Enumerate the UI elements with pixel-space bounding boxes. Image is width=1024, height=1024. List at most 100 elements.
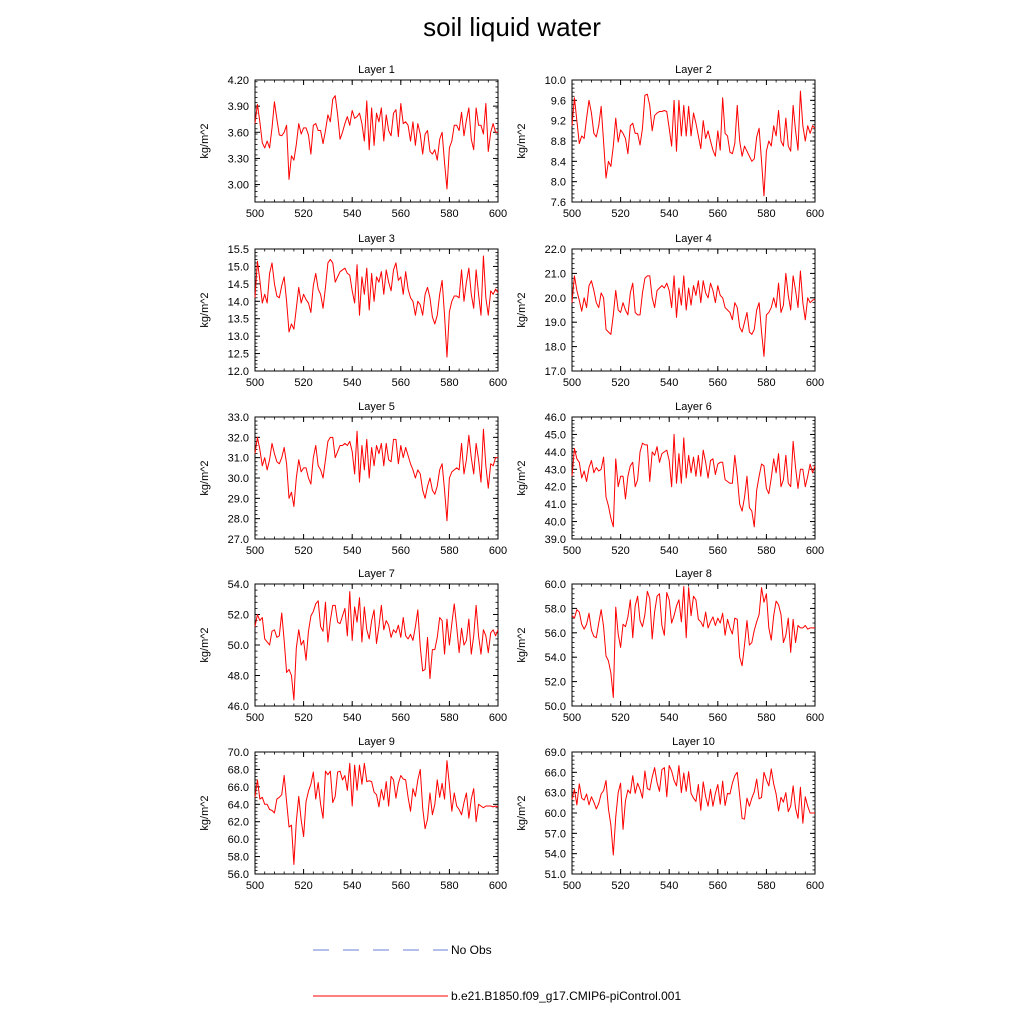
y-tick-label: 43.0	[545, 464, 566, 476]
y-tick-label: 41.0	[545, 499, 566, 511]
x-tick-label: 580	[757, 208, 775, 220]
series-line-model	[254, 255, 499, 358]
y-axis-label: kg/m^2	[199, 460, 211, 495]
plot-frame	[254, 79, 499, 203]
y-tick-label: 44.0	[545, 447, 566, 459]
x-tick-label: 500	[563, 545, 581, 557]
y-tick-label: 17.0	[545, 366, 566, 378]
y-axis-label: kg/m^2	[516, 460, 528, 495]
y-tick-label: 29.0	[228, 493, 249, 505]
x-tick-label: 500	[563, 377, 581, 389]
y-tick-label: 13.5	[228, 314, 249, 326]
x-tick-label: 560	[392, 545, 410, 557]
y-tick-label: 66.0	[545, 767, 566, 779]
y-tick-label: 42.0	[545, 482, 566, 494]
y-tick-label: 56.0	[545, 628, 566, 640]
series-line-model	[254, 95, 498, 190]
y-tick-label: 13.0	[228, 331, 249, 343]
x-tick-label: 500	[563, 880, 581, 892]
x-tick-label: 540	[343, 208, 361, 220]
y-tick-label: 63.0	[545, 788, 566, 800]
x-tick-label: 560	[709, 377, 727, 389]
y-tick-label: 57.0	[545, 828, 566, 840]
x-tick-label: 600	[806, 712, 824, 724]
y-tick-label: 58.0	[228, 852, 249, 864]
y-tick-label: 20.0	[545, 293, 566, 305]
y-tick-label: 58.0	[545, 603, 566, 615]
x-tick-label: 540	[660, 545, 678, 557]
x-tick-label: 500	[246, 208, 264, 220]
y-tick-label: 50.0	[228, 640, 249, 652]
y-tick-label: 48.0	[228, 671, 249, 683]
x-tick-label: 600	[489, 880, 507, 892]
y-tick-label: 33.0	[228, 412, 249, 424]
panel-title: Layer 9	[358, 736, 395, 748]
y-tick-label: 4.20	[228, 75, 249, 87]
panel-title: Layer 6	[675, 401, 712, 413]
panel-title: Layer 8	[675, 568, 712, 580]
y-tick-label: 10.0	[545, 75, 566, 87]
layer-panel: Layer 3 500 520 540 560 580 600 12.0 12.5 13.0 13.…	[199, 233, 507, 389]
y-axis-label: kg/m^2	[199, 795, 211, 830]
y-tick-label: 56.0	[228, 869, 249, 881]
y-tick-label: 3.60	[228, 127, 249, 139]
x-tick-label: 560	[709, 545, 727, 557]
plot-frame	[254, 583, 499, 707]
plot-frame	[571, 79, 816, 203]
y-tick-label: 45.0	[545, 429, 566, 441]
y-tick-label: 3.90	[228, 101, 249, 113]
x-tick-label: 540	[660, 880, 678, 892]
layer-panel: Layer 1 500 520 540 560 580 600 3.00 3.30 3.60 3.9…	[199, 64, 507, 220]
layer-panel: Layer 7 500 520 540 560 580 600 46.0 48.0 50.0 52.…	[199, 568, 507, 724]
x-tick-label: 540	[343, 377, 361, 389]
x-tick-label: 540	[343, 712, 361, 724]
x-tick-label: 520	[294, 880, 312, 892]
y-tick-label: 46.0	[545, 412, 566, 424]
x-tick-label: 540	[660, 208, 678, 220]
x-tick-label: 580	[440, 208, 458, 220]
x-tick-label: 580	[440, 880, 458, 892]
y-tick-label: 54.0	[545, 652, 566, 664]
y-tick-label: 18.0	[545, 342, 566, 354]
y-tick-label: 60.0	[545, 808, 566, 820]
y-axis-label: kg/m^2	[516, 795, 528, 830]
y-tick-label: 8.8	[551, 136, 566, 148]
panel-title: Layer 4	[675, 233, 712, 245]
layer-panel: Layer 8 500 520 540 560 580 600 50.0 52.0 54.0 56.…	[516, 568, 824, 724]
series-line-model	[254, 591, 499, 701]
x-tick-label: 580	[440, 377, 458, 389]
y-tick-label: 31.0	[228, 453, 249, 465]
x-tick-label: 580	[757, 377, 775, 389]
x-tick-label: 500	[246, 880, 264, 892]
plot-frame	[571, 416, 816, 540]
y-tick-label: 60.0	[228, 834, 249, 846]
plot-frame	[254, 416, 499, 540]
y-tick-label: 9.6	[551, 95, 566, 107]
y-tick-label: 3.00	[228, 180, 249, 192]
y-tick-label: 69.0	[545, 747, 566, 759]
y-tick-label: 52.0	[228, 610, 249, 622]
x-tick-label: 600	[806, 377, 824, 389]
x-tick-label: 560	[709, 880, 727, 892]
y-tick-label: 62.0	[228, 817, 249, 829]
series-line-model	[254, 760, 499, 865]
plot-frame	[571, 248, 816, 372]
y-tick-label: 54.0	[228, 579, 249, 591]
x-tick-label: 600	[489, 545, 507, 557]
x-tick-label: 520	[611, 880, 629, 892]
x-tick-label: 500	[246, 545, 264, 557]
layer-panel: Layer 4 500 520 540 560 580 600 17.0 18.0 19.0 20.…	[516, 233, 824, 389]
y-tick-label: 68.0	[228, 764, 249, 776]
y-tick-label: 15.5	[228, 244, 249, 256]
x-tick-label: 600	[489, 712, 507, 724]
x-tick-label: 540	[660, 712, 678, 724]
x-tick-label: 560	[392, 880, 410, 892]
x-tick-label: 560	[392, 208, 410, 220]
y-tick-label: 8.0	[551, 177, 566, 189]
y-tick-label: 46.0	[228, 701, 249, 713]
plot-frame	[571, 751, 816, 875]
y-tick-label: 22.0	[545, 244, 566, 256]
x-tick-label: 520	[611, 545, 629, 557]
layer-panel: Layer 10 500 520 540 560 580 600 51.0 54.0 57.0 60…	[516, 736, 824, 892]
